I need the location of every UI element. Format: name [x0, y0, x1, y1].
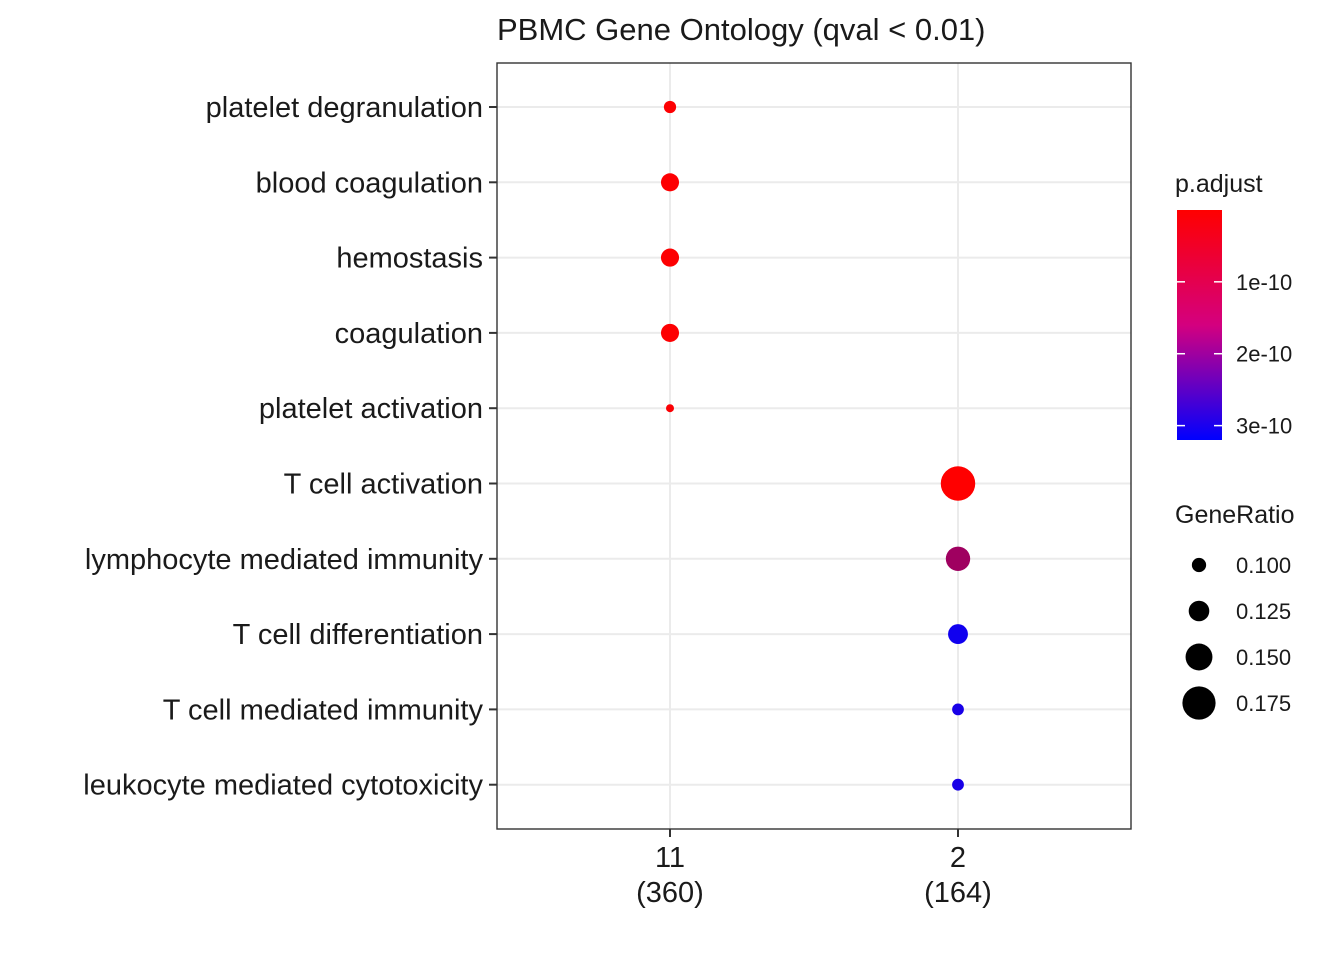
color-legend-bar	[1177, 210, 1222, 440]
size-legend-entries: 0.100 0.125 0.150 0.175	[1182, 553, 1291, 720]
y-tick-label: leukocyte mediated cytotoxicity	[83, 770, 483, 802]
color-legend-label: 2e-10	[1236, 342, 1292, 367]
data-points	[660, 100, 976, 791]
x-tick-label: 2	[950, 842, 966, 874]
data-point	[952, 778, 964, 791]
color-legend: p.adjust 1e-10 2e-10 3e-10	[1175, 170, 1292, 440]
data-point	[940, 466, 976, 501]
y-tick-label: T cell activation	[284, 469, 483, 501]
x-axis: 11(360) 2(164)	[636, 829, 992, 909]
color-legend-ticks: 1e-10 2e-10 3e-10	[1177, 270, 1292, 439]
y-tick-label: platelet degranulation	[206, 92, 483, 124]
data-point	[660, 323, 680, 342]
size-legend-title: GeneRatio	[1175, 501, 1295, 529]
data-point	[660, 173, 680, 192]
size-legend-label: 0.150	[1236, 645, 1291, 670]
size-legend-point	[1182, 686, 1216, 720]
size-legend: GeneRatio 0.100 0.125 0.150 0.175	[1175, 501, 1295, 720]
y-tick-label: T cell mediated immunity	[163, 694, 484, 726]
y-tick-label: platelet activation	[259, 393, 483, 425]
size-legend-label: 0.125	[1236, 599, 1291, 624]
color-legend-label: 1e-10	[1236, 270, 1292, 295]
y-tick-label: hemostasis	[336, 243, 483, 275]
plot-panel	[496, 62, 1132, 830]
panel-background	[497, 63, 1131, 829]
y-axis: platelet degranulation blood coagulation h…	[83, 92, 497, 802]
data-point	[952, 703, 964, 716]
data-point	[945, 546, 971, 571]
size-legend-label: 0.100	[1236, 553, 1291, 578]
size-legend-label: 0.175	[1236, 691, 1291, 716]
size-legend-point	[1191, 557, 1207, 573]
size-legend-point	[1185, 643, 1213, 671]
data-point	[666, 404, 674, 413]
y-tick-label: lymphocyte mediated immunity	[85, 544, 484, 576]
panel-border	[496, 62, 1132, 830]
chart-title: PBMC Gene Ontology (qval < 0.01)	[497, 12, 986, 47]
data-point	[948, 624, 968, 645]
color-legend-label: 3e-10	[1236, 414, 1292, 439]
color-legend-title: p.adjust	[1175, 170, 1263, 198]
size-legend-point	[1188, 600, 1210, 622]
data-point	[660, 248, 680, 267]
x-tick-sublabel: (164)	[924, 877, 992, 909]
y-tick-label: coagulation	[335, 318, 483, 350]
y-tick-label: T cell differentiation	[233, 619, 483, 651]
x-tick-sublabel: (360)	[636, 877, 704, 909]
x-tick-label: 11	[655, 842, 685, 874]
y-tick-label: blood coagulation	[256, 167, 483, 199]
data-point	[663, 100, 677, 114]
